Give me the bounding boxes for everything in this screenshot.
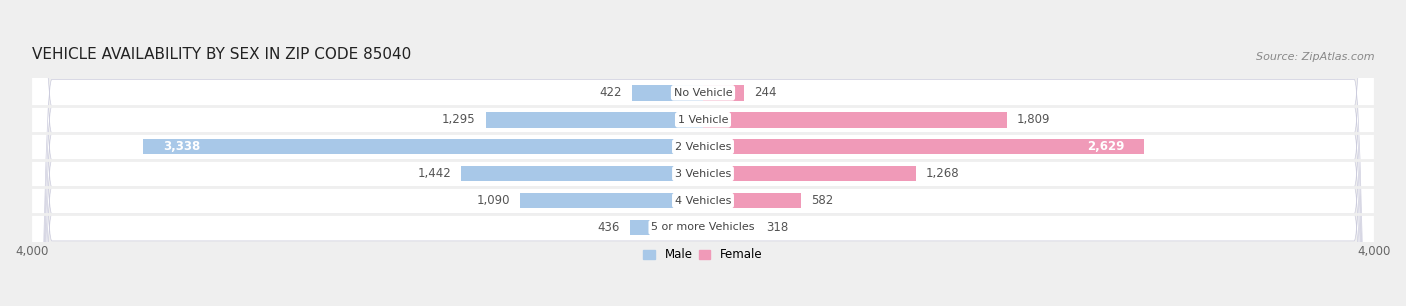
- Text: 1,090: 1,090: [477, 194, 510, 207]
- Bar: [520, 193, 703, 208]
- Bar: [703, 139, 1144, 155]
- Text: 318: 318: [766, 221, 789, 234]
- Text: 1 Vehicle: 1 Vehicle: [678, 115, 728, 125]
- FancyBboxPatch shape: [32, 0, 1374, 306]
- Text: 1,809: 1,809: [1017, 113, 1050, 126]
- Text: 436: 436: [598, 221, 620, 234]
- FancyBboxPatch shape: [32, 0, 1374, 306]
- Text: 244: 244: [754, 86, 776, 99]
- Bar: [703, 85, 744, 101]
- Text: Source: ZipAtlas.com: Source: ZipAtlas.com: [1256, 52, 1374, 62]
- Text: 3,338: 3,338: [163, 140, 200, 153]
- Text: 4 Vehicles: 4 Vehicles: [675, 196, 731, 206]
- FancyBboxPatch shape: [32, 0, 1374, 306]
- Bar: [703, 220, 756, 235]
- Text: 2 Vehicles: 2 Vehicles: [675, 142, 731, 152]
- Legend: Male, Female: Male, Female: [638, 244, 768, 266]
- Bar: [630, 220, 703, 235]
- Text: VEHICLE AVAILABILITY BY SEX IN ZIP CODE 85040: VEHICLE AVAILABILITY BY SEX IN ZIP CODE …: [32, 47, 411, 62]
- Text: 422: 422: [599, 86, 621, 99]
- Text: 1,295: 1,295: [441, 113, 475, 126]
- Bar: [485, 112, 703, 128]
- Text: 582: 582: [811, 194, 832, 207]
- Bar: [461, 166, 703, 181]
- Bar: [633, 85, 703, 101]
- Bar: [703, 193, 800, 208]
- Text: 1,268: 1,268: [927, 167, 959, 180]
- Bar: [143, 139, 703, 155]
- Text: 2,629: 2,629: [1087, 140, 1123, 153]
- Text: 3 Vehicles: 3 Vehicles: [675, 169, 731, 179]
- Text: 5 or more Vehicles: 5 or more Vehicles: [651, 222, 755, 233]
- FancyBboxPatch shape: [32, 0, 1374, 306]
- Bar: [703, 166, 915, 181]
- Bar: [703, 112, 1007, 128]
- FancyBboxPatch shape: [32, 0, 1374, 306]
- Text: 1,442: 1,442: [418, 167, 451, 180]
- Text: No Vehicle: No Vehicle: [673, 88, 733, 98]
- FancyBboxPatch shape: [32, 0, 1374, 306]
